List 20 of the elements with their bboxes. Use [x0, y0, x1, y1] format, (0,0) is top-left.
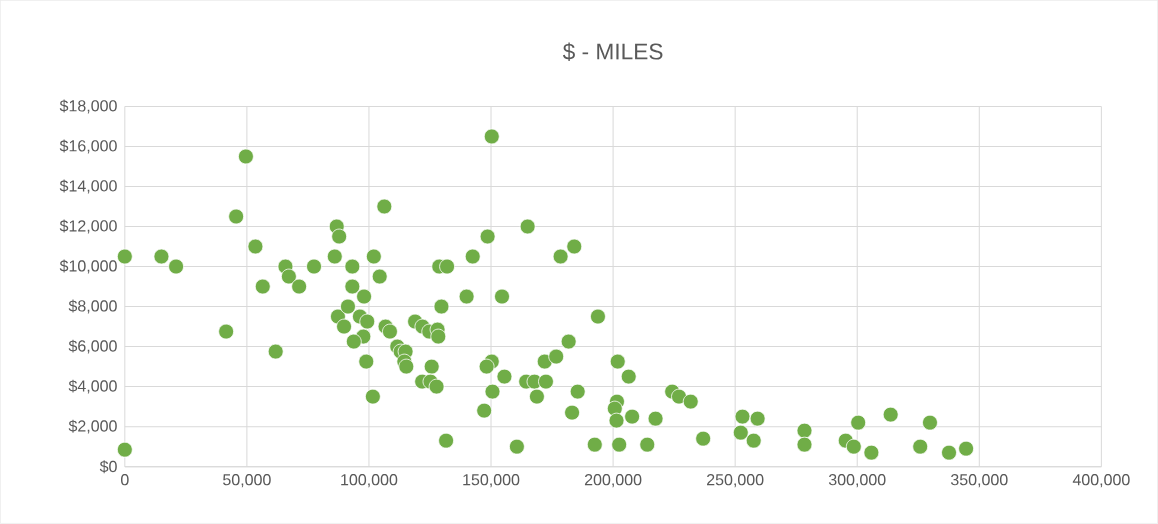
x-tick-label: 50,000: [223, 474, 271, 488]
y-tick-label: $6,000: [68, 339, 117, 354]
x-tick-label: 400,000: [1072, 474, 1130, 488]
y-tick-label: $18,000: [59, 99, 117, 114]
y-tick-label: $14,000: [59, 179, 117, 194]
x-tick-label: 0: [120, 474, 129, 486]
x-tick-label: 150,000: [463, 474, 520, 488]
x-tick-label: 100,000: [341, 474, 398, 488]
x-tick-label: 350,000: [950, 474, 1008, 488]
chart-title: $ - MILES: [562, 42, 663, 62]
y-tick-label: $2,000: [68, 419, 117, 434]
y-tick-label: $16,000: [59, 139, 117, 154]
x-tick-label: 300,000: [828, 474, 886, 488]
x-tick-label: 250,000: [707, 474, 764, 488]
y-tick-label: $4,000: [68, 379, 117, 394]
x-tick-label: 200,000: [584, 474, 642, 488]
y-tick-label: $8,000: [68, 299, 117, 314]
y-tick-label: $0: [99, 460, 117, 474]
y-tick-label: $10,000: [59, 259, 117, 274]
y-tick-label: $12,000: [59, 219, 117, 234]
